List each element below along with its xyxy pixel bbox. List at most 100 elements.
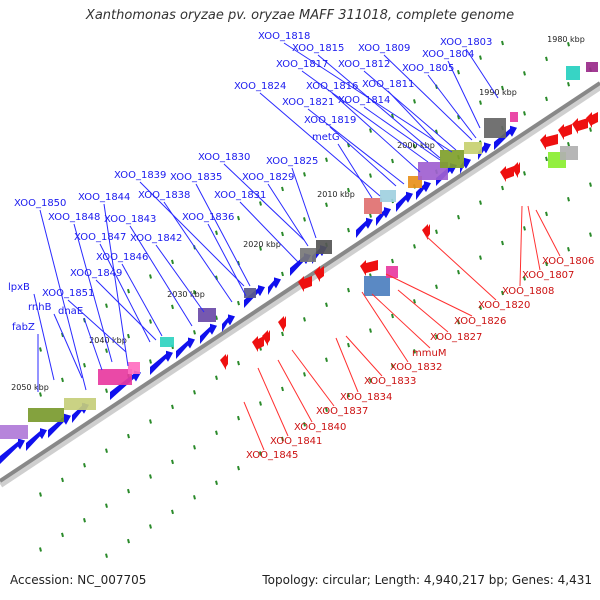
- gene-label-forward: XOO_1812: [338, 59, 390, 70]
- tick-dot: [281, 386, 284, 392]
- gene-label-forward: XOO_1843: [104, 214, 156, 225]
- tick-dot: [567, 81, 570, 87]
- label-leader-line: [39, 209, 87, 391]
- label-leader-line: [223, 163, 305, 241]
- label-leader-line: [331, 92, 421, 173]
- tick-dot: [127, 288, 130, 294]
- tick-dot: [413, 99, 416, 104]
- feature-block: [386, 266, 398, 278]
- feature-block: [128, 362, 140, 374]
- tick-dot: [413, 144, 416, 149]
- label-leader-line: [83, 317, 103, 371]
- tick-dot: [193, 495, 196, 500]
- tick-dot: [501, 240, 504, 246]
- gene-label-forward: XOO_1825: [266, 156, 318, 167]
- tick-dot: [303, 172, 306, 177]
- tick-dot: [127, 333, 130, 339]
- tick-dot: [347, 227, 350, 233]
- tick-dot: [523, 276, 526, 281]
- label-leader-line: [519, 205, 523, 287]
- tick-dot: [545, 156, 548, 162]
- gene-label-forward: XOO_1829: [242, 172, 294, 183]
- forward-gene: [416, 181, 431, 200]
- label-leader-line: [277, 359, 313, 423]
- feature-block: [364, 198, 382, 214]
- tick-dot: [303, 217, 306, 222]
- tick-dot: [83, 463, 86, 468]
- tick-dot: [479, 100, 482, 105]
- feature-block: [300, 248, 316, 262]
- tick-dot: [457, 319, 460, 325]
- label-leader-line: [121, 263, 163, 337]
- tick-dot: [457, 214, 460, 220]
- gene-label-forward: XOO_1819: [304, 115, 356, 126]
- label-leader-line: [103, 203, 129, 367]
- feature-block: [160, 337, 174, 347]
- forward-gene: [396, 191, 413, 212]
- tick-dot: [171, 509, 174, 515]
- tick-dot: [127, 488, 130, 494]
- label-leader-line: [361, 291, 409, 363]
- gene-label-forward: rnhB: [28, 302, 52, 313]
- tick-dot: [215, 430, 218, 435]
- gene-label-reverse: XOO_1806: [542, 256, 594, 267]
- genome-stats-text: Topology: circular; Length: 4,940,217 bp…: [262, 573, 592, 587]
- label-leader-line: [535, 209, 561, 257]
- forward-gene: [356, 217, 373, 238]
- label-leader-line: [383, 54, 473, 141]
- tick-dot: [105, 348, 108, 353]
- forward-gene: [26, 428, 47, 451]
- gene-label-forward: XOO_1830: [198, 152, 250, 163]
- gene-label-forward: XOO_1816: [306, 81, 358, 92]
- tick-dot: [149, 359, 152, 364]
- tick-dot: [369, 378, 372, 383]
- reverse-gene: [360, 260, 378, 276]
- tick-dot: [171, 459, 174, 465]
- gene-label-reverse: XOO_1834: [340, 392, 392, 403]
- tick-dot: [413, 349, 416, 354]
- label-leader-line: [73, 223, 113, 363]
- tick-dot: [237, 360, 240, 366]
- tick-dot: [347, 392, 350, 398]
- tick-dot: [501, 290, 504, 296]
- tick-dot: [127, 538, 130, 544]
- tick-dot: [369, 328, 372, 333]
- feature-block: [440, 150, 464, 168]
- tick-dot: [457, 269, 460, 275]
- tick-dot: [149, 274, 152, 279]
- label-leader-line: [307, 108, 405, 185]
- label-leader-line: [291, 167, 317, 239]
- tick-dot: [281, 271, 284, 277]
- gene-label-forward: XOO_1851: [42, 288, 94, 299]
- tick-dot: [435, 229, 438, 235]
- label-leader-line: [363, 70, 457, 151]
- tick-dot: [325, 302, 328, 307]
- gene-label-reverse: XOO_1833: [364, 376, 416, 387]
- label-leader-line: [129, 225, 193, 327]
- accession-text: Accession: NC_007705: [10, 573, 147, 587]
- label-leader-line: [155, 244, 205, 313]
- gene-label-reverse: XOO_1832: [390, 362, 442, 373]
- tick-dot: [83, 363, 86, 368]
- tick-dot: [61, 532, 64, 538]
- reverse-gene: [512, 162, 520, 178]
- forward-gene: [478, 142, 491, 160]
- label-leader-line: [67, 299, 127, 353]
- gene-label-reverse: XOO_1837: [316, 406, 368, 417]
- label-leader-line: [267, 183, 309, 247]
- feature-block: [98, 369, 132, 385]
- tick-dot: [149, 474, 152, 479]
- tick-dot: [281, 436, 284, 442]
- gene-label-forward: XOO_1835: [170, 172, 222, 183]
- tick-dot: [303, 422, 306, 427]
- label-leader-line: [329, 126, 397, 187]
- reverse-gene: [586, 112, 598, 128]
- tick-dot: [589, 182, 592, 187]
- forward-gene: [460, 157, 471, 174]
- scale-label: 2030 kbp: [167, 290, 205, 299]
- forward-gene: [176, 337, 195, 359]
- tick-dot: [523, 226, 526, 231]
- tick-dot: [589, 127, 592, 132]
- feature-block: [510, 112, 518, 122]
